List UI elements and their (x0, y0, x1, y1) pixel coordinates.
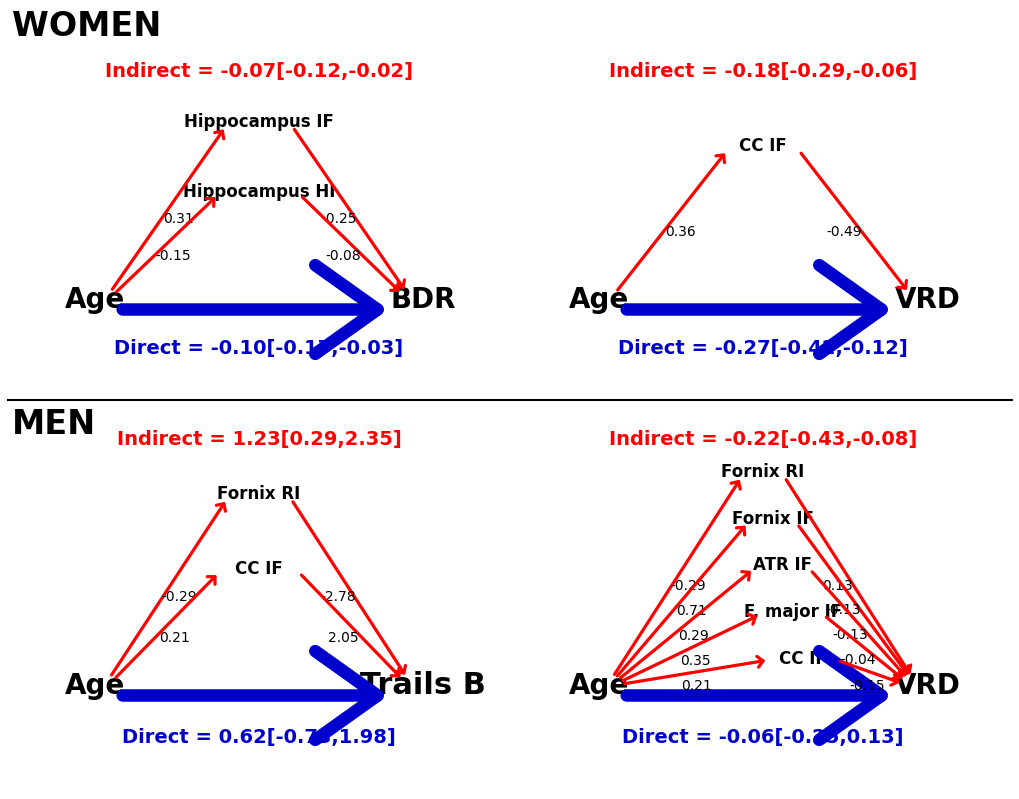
Text: -0.13: -0.13 (824, 603, 860, 617)
Text: Age: Age (64, 285, 124, 313)
Text: 0.31: 0.31 (163, 212, 194, 226)
Text: -0.08: -0.08 (325, 249, 361, 263)
Text: Indirect = -0.07[-0.12,-0.02]: Indirect = -0.07[-0.12,-0.02] (105, 62, 413, 81)
Text: Direct = -0.27[-0.42,-0.12]: Direct = -0.27[-0.42,-0.12] (618, 339, 907, 358)
Text: -0.25: -0.25 (321, 212, 357, 226)
Text: Hippocampus HI: Hippocampus HI (182, 183, 335, 201)
Text: -0.29: -0.29 (669, 578, 705, 593)
Text: 0.21: 0.21 (159, 630, 190, 645)
Text: Direct = -0.10[-0.17,-0.03]: Direct = -0.10[-0.17,-0.03] (114, 339, 404, 358)
Text: Fornix IF: Fornix IF (732, 510, 813, 527)
Text: VRD: VRD (894, 285, 959, 313)
Text: CC IF: CC IF (235, 560, 282, 578)
Text: CC IF: CC IF (739, 137, 786, 155)
Text: Indirect = -0.18[-0.29,-0.06]: Indirect = -0.18[-0.29,-0.06] (608, 62, 916, 81)
Text: -0.15: -0.15 (849, 678, 884, 693)
Text: Direct = 0.62[-0.73,1.98]: Direct = 0.62[-0.73,1.98] (122, 729, 395, 748)
Text: Direct = -0.06[-0.25,0.13]: Direct = -0.06[-0.25,0.13] (622, 729, 903, 748)
Text: 0.36: 0.36 (664, 225, 696, 239)
Text: Age: Age (64, 671, 124, 699)
Text: Indirect = 1.23[0.29,2.35]: Indirect = 1.23[0.29,2.35] (116, 431, 401, 449)
Text: MEN: MEN (12, 408, 96, 441)
Text: Fornix RI: Fornix RI (720, 463, 804, 481)
Text: 0.71: 0.71 (676, 604, 706, 618)
Text: 0.29: 0.29 (678, 629, 708, 643)
Text: Age: Age (568, 285, 628, 313)
Text: -0.49: -0.49 (825, 225, 861, 239)
Text: Hippocampus IF: Hippocampus IF (183, 113, 333, 131)
Text: 2.05: 2.05 (327, 630, 358, 645)
Text: 0.35: 0.35 (680, 654, 710, 668)
Text: 0.21: 0.21 (681, 679, 711, 693)
Text: Age: Age (568, 671, 628, 699)
Text: WOMEN: WOMEN (12, 10, 161, 43)
Text: BDR: BDR (390, 285, 455, 313)
Text: -0.04: -0.04 (840, 654, 874, 667)
Text: Indirect = -0.22[-0.43,-0.08]: Indirect = -0.22[-0.43,-0.08] (608, 431, 916, 449)
Text: -0.29: -0.29 (161, 590, 197, 605)
Text: ATR IF: ATR IF (753, 556, 812, 574)
Text: Fornix RI: Fornix RI (217, 485, 301, 503)
Text: -2.78: -2.78 (320, 590, 356, 605)
Text: Trails B: Trails B (360, 671, 486, 700)
Text: -0.13: -0.13 (832, 628, 867, 642)
Text: VRD: VRD (894, 671, 959, 699)
Text: CC IF: CC IF (779, 650, 826, 668)
Text: F. major IF: F. major IF (743, 603, 842, 622)
Text: -0.15: -0.15 (156, 249, 192, 263)
Text: 0.13: 0.13 (821, 578, 852, 593)
